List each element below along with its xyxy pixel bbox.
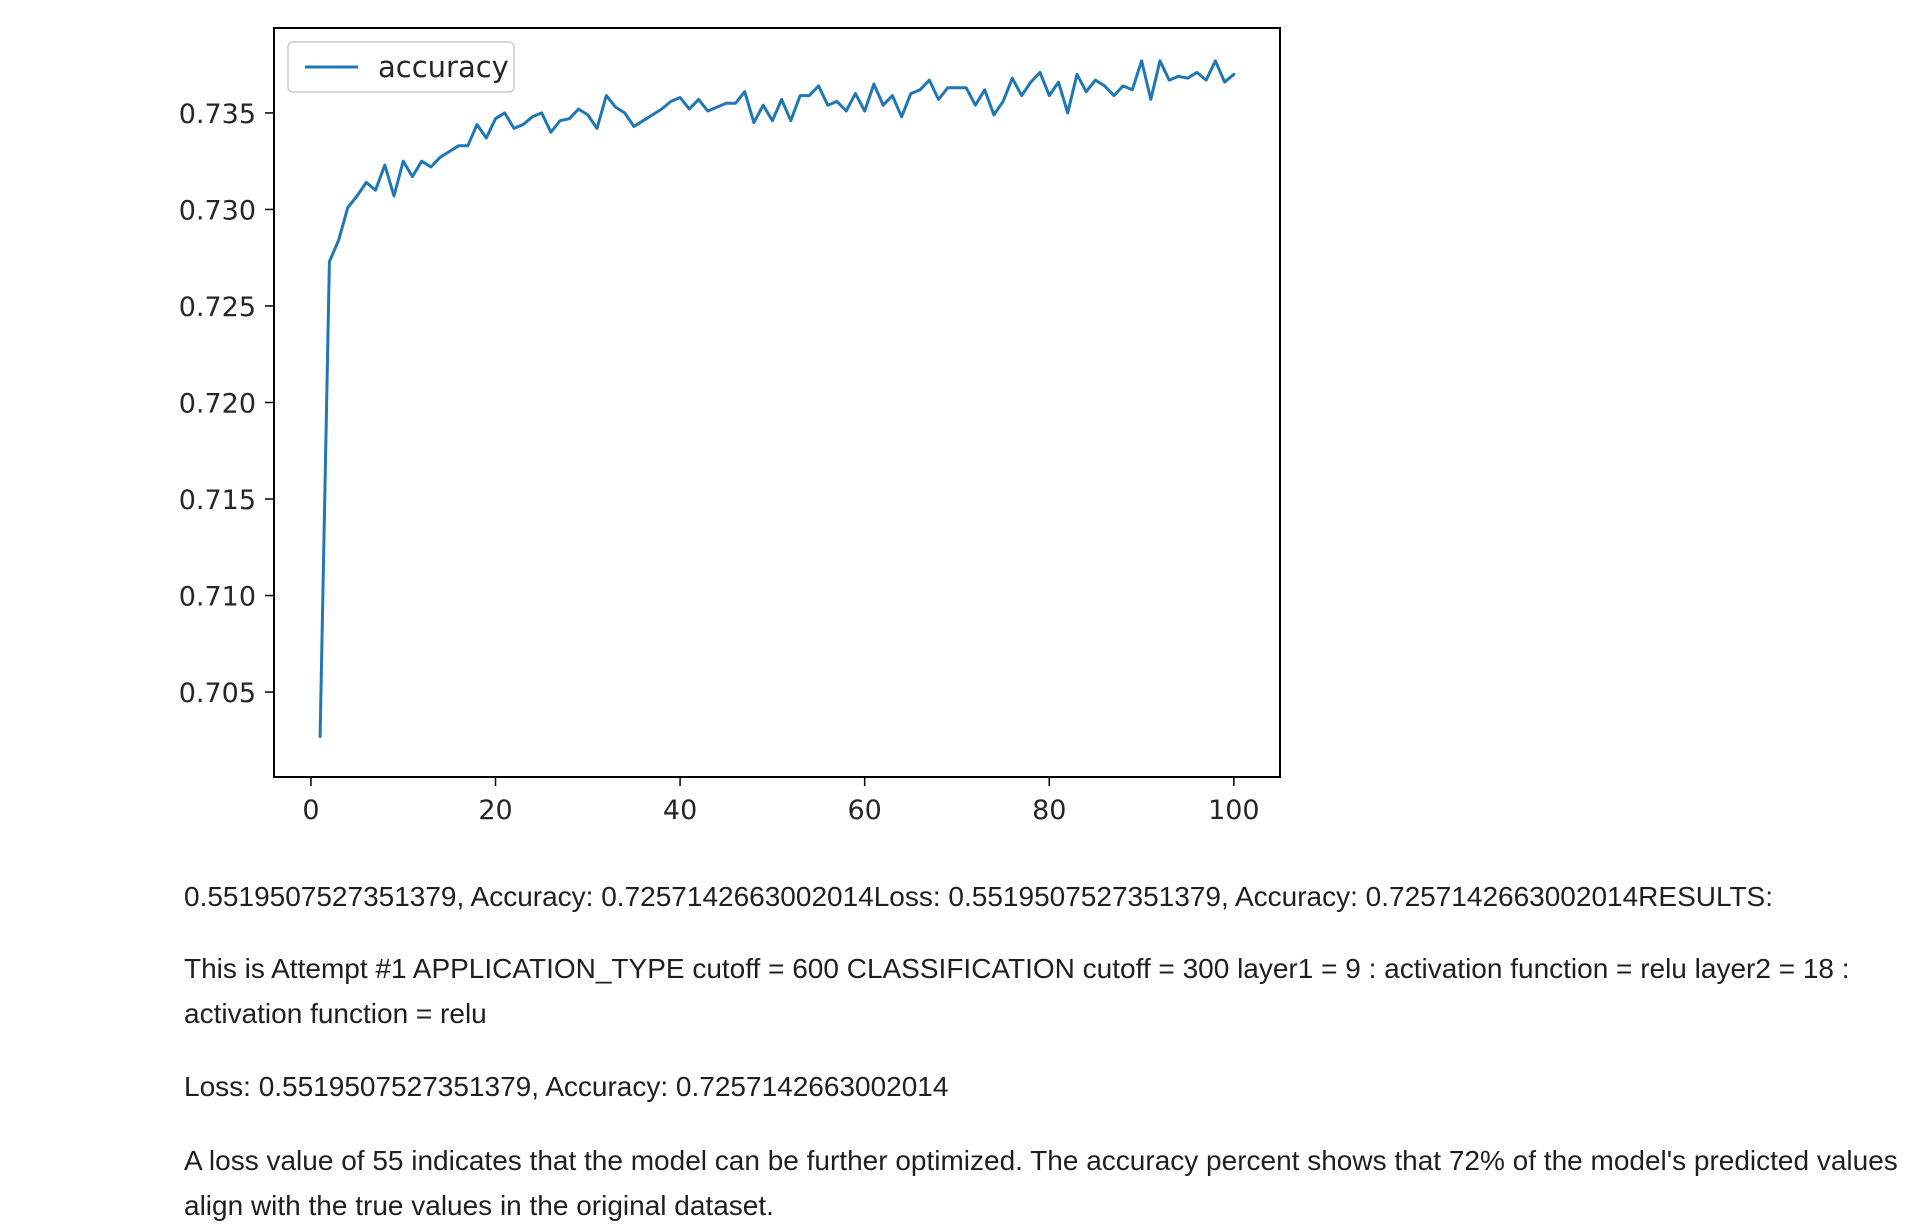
attempt-description: This is Attempt #1 APPLICATION_TYPE cuto… — [184, 953, 1850, 1029]
accuracy-series-line — [318, 59, 1236, 738]
legend-box — [287, 41, 515, 93]
y-tick-label: 0.710 — [179, 582, 256, 613]
interpretation-text: A loss value of 55 indicates that the mo… — [184, 1145, 1898, 1221]
x-tick-label: 60 — [847, 795, 881, 826]
plot-area — [274, 28, 1280, 777]
x-axis-ticks: 0 20 40 60 80 100 — [302, 777, 1260, 826]
y-tick-label: 0.730 — [179, 195, 256, 226]
accuracy-line-chart: 0 20 40 60 80 100 0.7050.7100.7150.7200.7250.… — [179, 27, 1281, 826]
plot-frame — [273, 27, 1281, 778]
y-tick-label: 0.735 — [179, 99, 256, 130]
y-tick-label: 0.715 — [179, 485, 256, 516]
loss-accuracy-summary: Loss: 0.5519507527351379, Accuracy: 0.72… — [184, 1071, 949, 1102]
legend: accuracy — [287, 41, 515, 93]
x-tick-label: 20 — [478, 795, 512, 826]
y-axis-ticks: 0.705 0.710 0.715 0.720 0.725 0.730 0.735 — [179, 99, 274, 709]
x-tick-label: 80 — [1032, 795, 1066, 826]
x-tick-label: 40 — [663, 795, 697, 826]
y-tick-label: 0.705 — [179, 678, 256, 709]
y-tick-label: 0.725 — [179, 292, 256, 323]
legend-label-accuracy: accuracy — [378, 50, 509, 84]
y-tick-label: 0.720 — [179, 389, 256, 420]
x-tick-label: 100 — [1208, 795, 1260, 826]
results-line: 0.5519507527351379, Accuracy: 0.72571426… — [184, 881, 1774, 912]
x-tick-label: 0 — [302, 795, 319, 826]
